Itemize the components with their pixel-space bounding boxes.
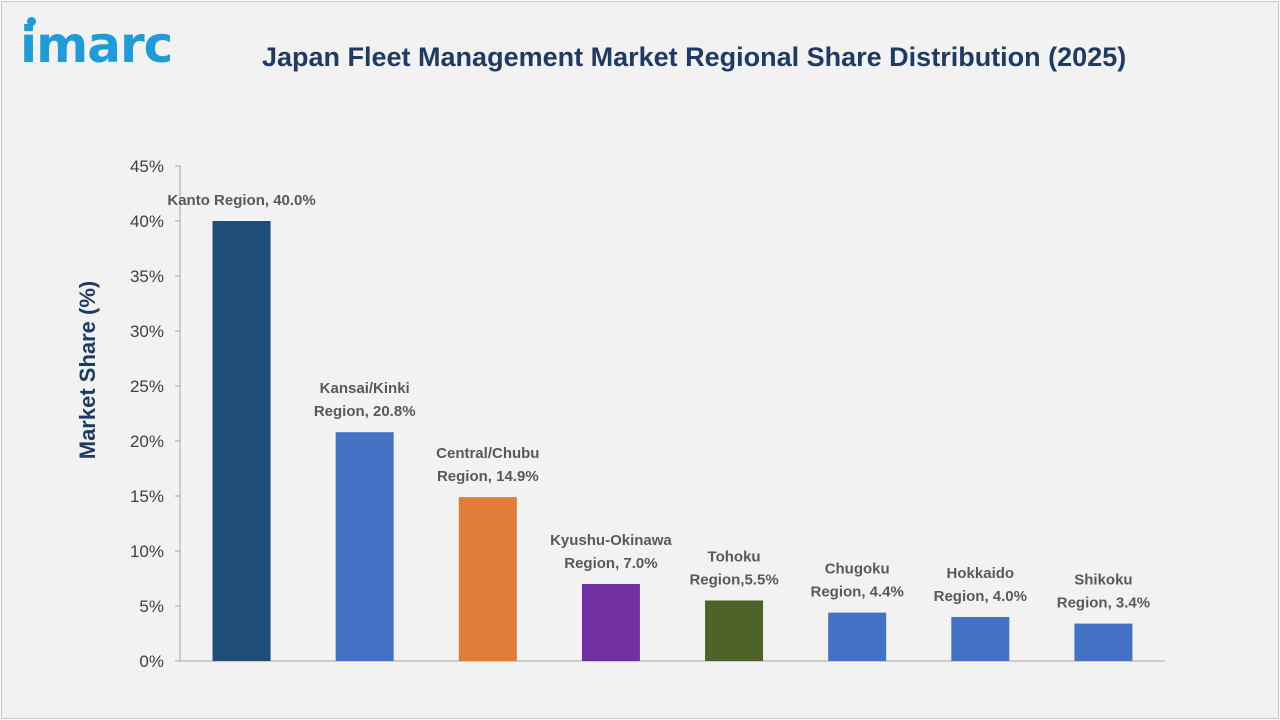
y-tick-label: 40% — [130, 212, 164, 231]
bar — [581, 584, 640, 661]
bar — [951, 617, 1010, 661]
chart-title: Japan Fleet Management Market Regional S… — [262, 42, 1127, 72]
data-label: Kyushu-Okinawa Region, 7.0% — [550, 532, 672, 572]
data-label: Kanto Region, 40.0% — [167, 192, 315, 209]
data-label: Shikoku Region, 3.4% — [1057, 572, 1150, 612]
logo-dot — [27, 17, 36, 26]
data-label: Chugoku Region, 4.4% — [811, 561, 904, 601]
data-label: Kansai/Kinki Region, 20.8% — [314, 380, 416, 420]
data-label: Central/Chubu Region, 14.9% — [436, 445, 539, 485]
bar — [1074, 623, 1133, 661]
bar — [828, 612, 887, 661]
y-tick-label: 10% — [130, 542, 164, 561]
bar — [458, 497, 517, 661]
y-tick-label: 30% — [130, 322, 164, 341]
bar — [212, 221, 271, 661]
data-label: Tohoku Region,5.5% — [689, 549, 778, 589]
y-tick-label: 0% — [139, 652, 164, 671]
bar — [335, 432, 394, 661]
bar — [705, 600, 764, 661]
y-tick-label: 35% — [130, 267, 164, 286]
imarc-logo: imarc — [20, 16, 173, 74]
y-tick-label: 5% — [139, 597, 164, 616]
data-label: Hokkaido Region, 4.0% — [934, 565, 1027, 605]
y-tick-label: 20% — [130, 432, 164, 451]
y-tick-label: 15% — [130, 487, 164, 506]
y-tick-label: 25% — [130, 377, 164, 396]
y-tick-label: 45% — [130, 157, 164, 176]
